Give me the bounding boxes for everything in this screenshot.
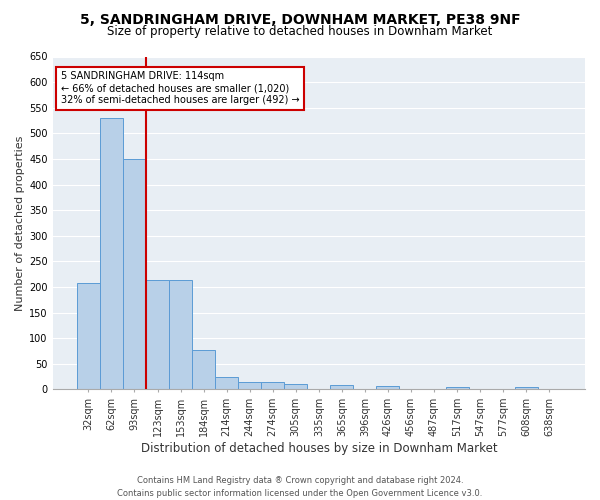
Bar xyxy=(100,118,123,390)
Bar xyxy=(215,376,238,390)
X-axis label: Distribution of detached houses by size in Downham Market: Distribution of detached houses by size … xyxy=(140,442,497,455)
Bar xyxy=(331,385,353,390)
Text: Contains HM Land Registry data ® Crown copyright and database right 2024.
Contai: Contains HM Land Registry data ® Crown c… xyxy=(118,476,482,498)
Text: 5, SANDRINGHAM DRIVE, DOWNHAM MARKET, PE38 9NF: 5, SANDRINGHAM DRIVE, DOWNHAM MARKET, PE… xyxy=(80,12,520,26)
Text: Size of property relative to detached houses in Downham Market: Size of property relative to detached ho… xyxy=(107,25,493,38)
Bar xyxy=(192,350,215,390)
Bar xyxy=(77,284,100,390)
Bar xyxy=(284,384,307,390)
Y-axis label: Number of detached properties: Number of detached properties xyxy=(15,135,25,310)
Text: 5 SANDRINGHAM DRIVE: 114sqm
← 66% of detached houses are smaller (1,020)
32% of : 5 SANDRINGHAM DRIVE: 114sqm ← 66% of det… xyxy=(61,72,299,104)
Bar xyxy=(169,280,192,390)
Bar xyxy=(515,386,538,390)
Bar xyxy=(261,382,284,390)
Bar xyxy=(446,386,469,390)
Bar xyxy=(146,280,169,390)
Bar xyxy=(238,382,261,390)
Bar xyxy=(376,386,400,390)
Bar xyxy=(123,159,146,390)
